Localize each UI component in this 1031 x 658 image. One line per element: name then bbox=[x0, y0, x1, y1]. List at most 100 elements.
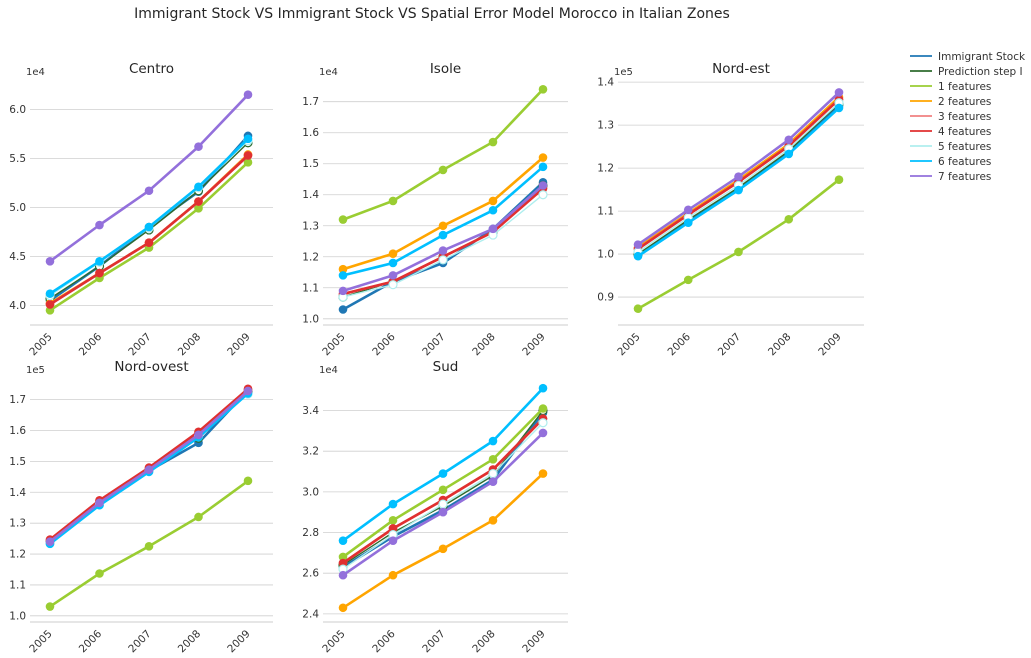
series-6-features bbox=[45, 134, 253, 298]
y-tick-label: 1.2 bbox=[9, 549, 26, 561]
y-tick-label: 2.6 bbox=[302, 568, 319, 580]
data-point bbox=[538, 85, 548, 94]
x-tick-label: 2006 bbox=[370, 628, 398, 656]
data-point bbox=[538, 418, 548, 428]
y-tick-label: 3.0 bbox=[302, 486, 319, 498]
subplot-sud: 2.4 2.6 2.8 3.0 3.2 3.4 2005 2006 2007 2008 2009 1e… bbox=[302, 359, 568, 655]
data-point bbox=[144, 465, 154, 475]
legend-entry-immigrant-stock: Immigrant Stock bbox=[910, 51, 1026, 63]
series-1-features bbox=[338, 404, 548, 562]
y-tick-label: 1.1 bbox=[302, 282, 319, 294]
series-line bbox=[342, 181, 544, 311]
subplot-title: Centro bbox=[129, 61, 174, 77]
data-point bbox=[45, 602, 55, 611]
data-point bbox=[243, 158, 253, 167]
subplot-title: Nord-ovest bbox=[114, 359, 188, 375]
series-2-features bbox=[338, 469, 548, 613]
data-point bbox=[438, 221, 448, 231]
series-7-features bbox=[633, 88, 844, 249]
data-point bbox=[338, 536, 348, 545]
data-point bbox=[194, 182, 203, 192]
data-point bbox=[538, 383, 548, 393]
subplot-isole: 1.0 1.1 1.2 1.3 1.4 1.5 1.6 1.7 2005 2006 2007 2008… bbox=[302, 61, 568, 358]
x-tick-label: 2006 bbox=[666, 331, 694, 359]
data-point bbox=[488, 477, 498, 487]
data-point bbox=[338, 305, 348, 314]
data-point bbox=[95, 220, 104, 230]
y-tick-label: 2.4 bbox=[302, 608, 319, 620]
data-point bbox=[834, 103, 844, 113]
legend-label: Prediction step I bbox=[938, 66, 1023, 78]
data-point bbox=[194, 197, 203, 206]
subplot-centro: 4.0 4.5 5.0 5.5 6.0 2005 2006 2007 2008 2009 1e4 Ce… bbox=[9, 61, 273, 358]
data-point bbox=[95, 498, 104, 508]
data-point bbox=[438, 255, 448, 265]
subplot-title: Sud bbox=[433, 359, 459, 375]
series-4-features bbox=[45, 151, 253, 309]
data-point bbox=[338, 215, 348, 224]
y-tick-label: 1.1 bbox=[9, 579, 26, 591]
data-point bbox=[488, 224, 498, 234]
data-point bbox=[194, 142, 203, 151]
x-tick-label: 2006 bbox=[77, 331, 105, 359]
legend-entry-5-features: 5 features bbox=[910, 141, 991, 153]
data-point bbox=[784, 149, 794, 159]
data-point bbox=[784, 135, 794, 145]
data-point bbox=[95, 257, 104, 266]
y-tick-label: 6.0 bbox=[9, 104, 26, 116]
y-axis-multiplier: 1e5 bbox=[614, 67, 633, 78]
data-point bbox=[438, 485, 448, 495]
series-6-features bbox=[338, 162, 548, 280]
series-line bbox=[342, 88, 544, 221]
data-point bbox=[388, 516, 398, 525]
series-5-features bbox=[338, 418, 548, 574]
data-point bbox=[338, 552, 348, 562]
series-6-features bbox=[633, 103, 844, 261]
x-tick-label: 2008 bbox=[470, 628, 497, 655]
data-point bbox=[683, 275, 693, 285]
data-point bbox=[243, 151, 253, 160]
data-point bbox=[438, 165, 448, 175]
y-axis-multiplier: 1e5 bbox=[26, 365, 45, 376]
data-point bbox=[488, 516, 498, 525]
y-tick-label: 1.5 bbox=[9, 456, 26, 468]
series-line bbox=[49, 137, 249, 295]
series-immigrant-stock bbox=[45, 131, 253, 305]
data-point bbox=[683, 218, 693, 228]
y-tick-label: 1.2 bbox=[302, 251, 319, 263]
data-point bbox=[388, 570, 398, 580]
x-tick-label: 2009 bbox=[225, 331, 252, 358]
data-point bbox=[144, 542, 154, 551]
x-tick-label: 2007 bbox=[420, 628, 447, 655]
legend-entry-1-features: 1 features bbox=[910, 81, 991, 93]
figure-title: Immigrant Stock VS Immigrant Stock VS Sp… bbox=[134, 6, 730, 22]
subplot-title: Isole bbox=[430, 61, 461, 77]
series-line bbox=[49, 93, 249, 263]
data-point bbox=[144, 222, 154, 232]
series-line bbox=[49, 140, 249, 297]
series-line bbox=[637, 178, 840, 310]
y-tick-label: 1.3 bbox=[9, 518, 26, 530]
subplot-title: Nord-est bbox=[712, 61, 770, 77]
data-point bbox=[243, 476, 253, 486]
series-7-features bbox=[45, 386, 253, 546]
x-tick-label: 2007 bbox=[716, 331, 743, 358]
y-axis-multiplier: 1e4 bbox=[319, 67, 338, 78]
legend-label: 7 features bbox=[938, 171, 991, 183]
legend-entry-4-features: 4 features bbox=[910, 126, 991, 138]
data-point bbox=[488, 205, 498, 215]
data-point bbox=[194, 204, 203, 213]
y-tick-label: 5.0 bbox=[9, 202, 26, 214]
data-point bbox=[388, 196, 398, 206]
data-point bbox=[45, 537, 55, 546]
x-tick-label: 2005 bbox=[615, 331, 642, 358]
x-tick-label: 2005 bbox=[27, 331, 54, 358]
y-tick-label: 5.5 bbox=[9, 153, 26, 165]
legend-label: 3 features bbox=[938, 111, 991, 123]
legend: Immigrant Stock Prediction step I 1 featur… bbox=[910, 51, 1026, 183]
y-tick-label: 0.9 bbox=[597, 292, 614, 304]
x-tick-label: 2006 bbox=[370, 331, 398, 359]
y-tick-label: 3.4 bbox=[302, 405, 319, 417]
legend-label: 2 features bbox=[938, 96, 991, 108]
